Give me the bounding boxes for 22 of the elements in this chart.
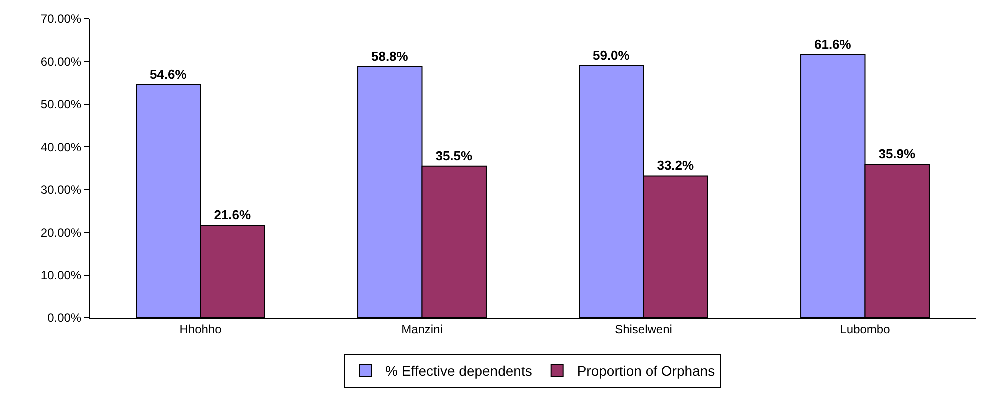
- data-label: 59.0%: [592, 48, 630, 63]
- data-label: 54.6%: [150, 66, 188, 82]
- y-tick-label: 20.00%: [40, 226, 82, 240]
- data-label: 35.5%: [436, 148, 474, 164]
- x-tick-label: Hhohho: [180, 322, 222, 336]
- y-tick-label: 70.00%: [40, 12, 82, 26]
- y-tick-label: 60.00%: [40, 54, 82, 69]
- y-tick-label: 50.00%: [40, 98, 82, 112]
- x-tick-label: Manzini: [402, 322, 443, 336]
- data-label: 21.6%: [214, 208, 252, 223]
- x-tick-label: Shiselweni: [615, 322, 672, 336]
- y-tick-label: 10.00%: [40, 268, 82, 282]
- x-tick-label: Lubombo: [840, 322, 891, 336]
- legend-label: % Effective dependents: [386, 362, 532, 379]
- data-label: 61.6%: [814, 36, 852, 52]
- legend-label: Proportion of Orphans: [577, 362, 716, 379]
- y-tick-label: 40.00%: [40, 140, 82, 154]
- data-label: 33.2%: [657, 158, 695, 174]
- y-tick-label: 30.00%: [40, 183, 82, 198]
- y-tick-label: 0.00%: [48, 311, 82, 326]
- data-label: 35.9%: [878, 146, 916, 162]
- data-label: 58.8%: [371, 48, 409, 64]
